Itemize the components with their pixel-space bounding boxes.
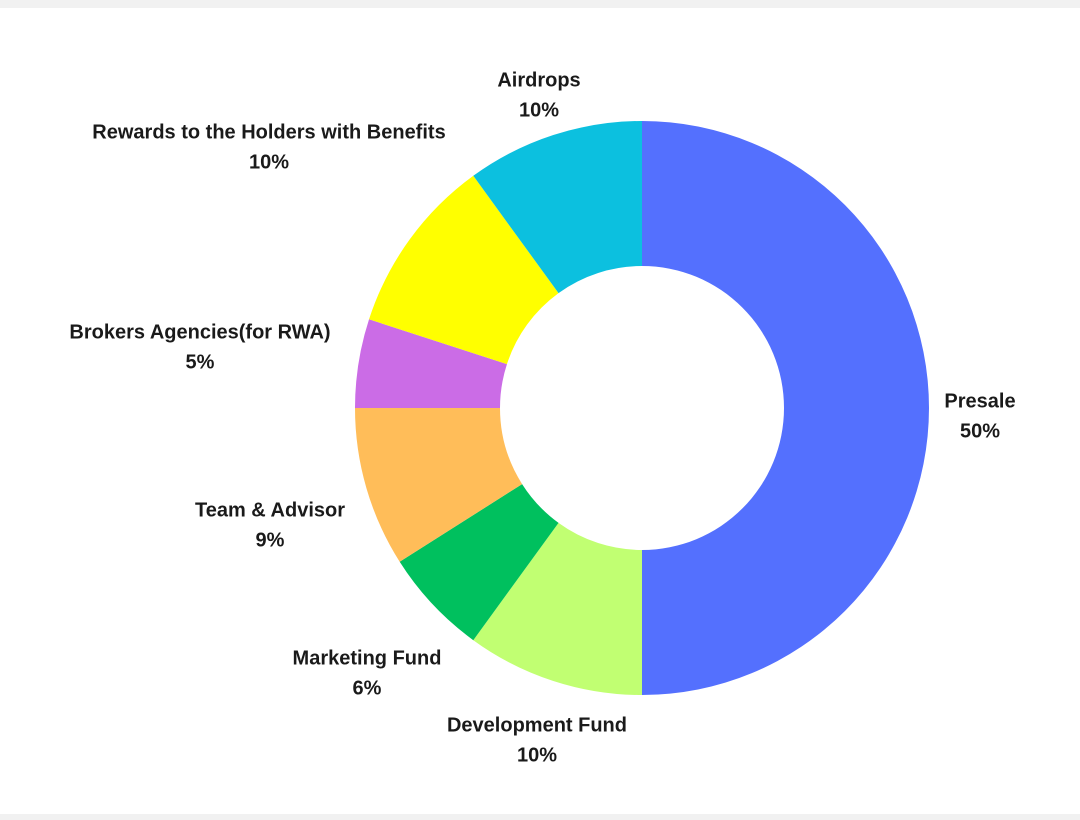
slice-label-rewards-to-the-holders-with-benefits: Rewards to the Holders with Benefits bbox=[92, 121, 445, 143]
slice-value-airdrops: 10% bbox=[519, 99, 559, 121]
donut-slices bbox=[355, 121, 929, 695]
slice-value-brokers-agencies-for-rwa: 5% bbox=[186, 351, 215, 373]
slice-label-presale: Presale bbox=[944, 390, 1015, 412]
slice-label-development-fund: Development Fund bbox=[447, 714, 627, 736]
slice-value-team-advisor: 9% bbox=[256, 529, 285, 551]
slice-label-team-advisor: Team & Advisor bbox=[195, 499, 345, 521]
slice-airdrops bbox=[473, 121, 642, 294]
slice-label-marketing-fund: Marketing Fund bbox=[293, 647, 442, 669]
slice-label-airdrops: Airdrops bbox=[497, 69, 580, 91]
slice-presale bbox=[642, 121, 929, 695]
slice-value-marketing-fund: 6% bbox=[353, 677, 382, 699]
slice-marketing-fund bbox=[399, 484, 559, 641]
slice-value-development-fund: 10% bbox=[517, 744, 557, 766]
slice-development-fund bbox=[473, 522, 642, 695]
slice-label-brokers-agencies-for-rwa: Brokers Agencies(for RWA) bbox=[69, 321, 330, 343]
slice-value-rewards-to-the-holders-with-benefits: 10% bbox=[249, 151, 289, 173]
donut-chart: Presale 50% Development Fund 10% Marketing F… bbox=[69, 69, 1015, 766]
chart-card: Presale 50% Development Fund 10% Marketing F… bbox=[0, 8, 1080, 814]
slice-rewards-to-the-holders-with-benefits bbox=[369, 175, 559, 365]
slice-team-advisor bbox=[355, 408, 523, 562]
slice-labels: Presale 50% Development Fund 10% Marketing F… bbox=[69, 69, 1015, 766]
slice-brokers-agencies-for-rwa bbox=[355, 319, 507, 408]
slice-value-presale: 50% bbox=[960, 420, 1000, 442]
